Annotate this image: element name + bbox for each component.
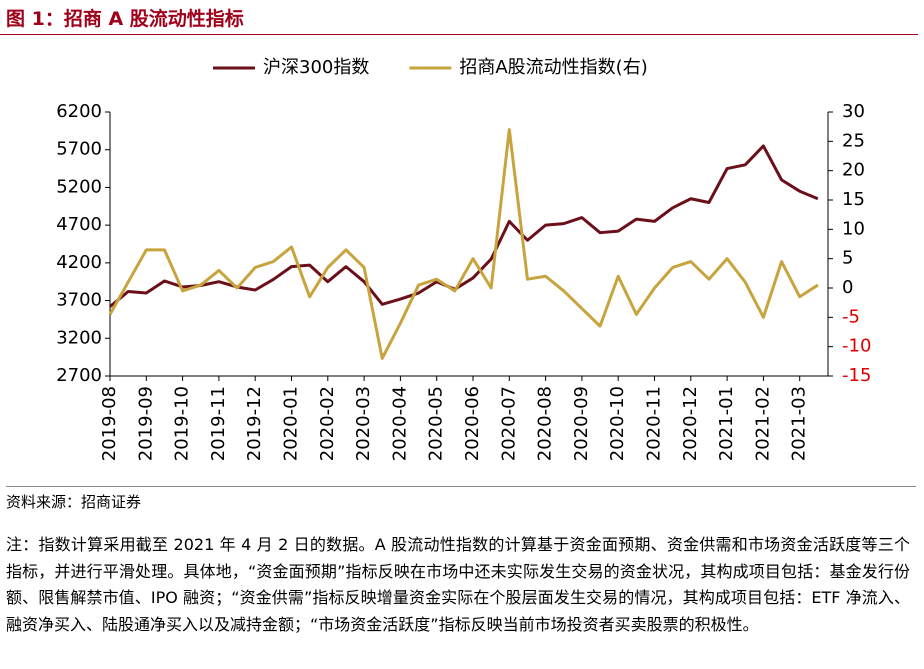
- x-tick-label: 2021-01: [716, 386, 737, 461]
- x-tick-label: 2021-03: [789, 386, 810, 461]
- y2-tick-label: -5: [842, 306, 860, 327]
- y-tick-label: 3200: [56, 327, 102, 348]
- y-tick-label: 6200: [56, 101, 102, 122]
- y-tick-label: 5200: [56, 176, 102, 197]
- y2-tick-label: 20: [842, 160, 865, 181]
- note: 注：指数计算采用截至 2021 年 4 月 2 日的数据。A 股流动性指数的计算…: [6, 535, 910, 634]
- x-tick-label: 2019-10: [172, 386, 193, 461]
- x-tick-label: 2020-06: [462, 386, 483, 461]
- y2-tick-label: 30: [842, 101, 865, 122]
- x-tick-label: 2019-12: [244, 386, 265, 461]
- x-tick-label: 2020-10: [607, 386, 628, 461]
- y-tick-label: 4200: [56, 252, 102, 273]
- y2-tick-label: -10: [842, 336, 871, 357]
- legend-label: 沪深300指数: [263, 57, 369, 78]
- y2-tick-label: -15: [842, 365, 871, 386]
- x-tick-label: 2020-12: [680, 386, 701, 461]
- y-tick-label: 2700: [56, 365, 102, 386]
- x-tick-label: 2020-05: [426, 386, 447, 461]
- chart: 27003200370042004700520057006200-15-10-5…: [56, 57, 871, 461]
- series-line: [108, 128, 819, 360]
- series-line: [109, 144, 819, 308]
- x-tick-label: 2020-02: [317, 386, 338, 461]
- title-rule: [0, 34, 918, 35]
- x-tick-label: 2020-07: [498, 386, 519, 461]
- figure-title: 图 1：招商 A 股流动性指标: [6, 8, 244, 30]
- x-tick-label: 2019-08: [99, 386, 120, 461]
- legend-label: 招商A股流动性指数(右): [459, 57, 647, 78]
- y2-tick-label: 10: [842, 218, 865, 239]
- x-tick-label: 2020-08: [535, 386, 556, 461]
- y-tick-label: 3700: [56, 290, 102, 311]
- y2-tick-label: 25: [842, 130, 865, 151]
- y2-tick-label: 0: [842, 277, 853, 298]
- x-tick-label: 2020-09: [571, 386, 592, 461]
- y-tick-label: 4700: [56, 214, 102, 235]
- x-tick-label: 2021-02: [752, 386, 773, 461]
- x-tick-label: 2020-04: [389, 386, 410, 461]
- x-tick-label: 2020-01: [281, 386, 302, 461]
- x-tick-label: 2019-11: [208, 386, 229, 461]
- y2-tick-label: 5: [842, 248, 853, 269]
- x-tick-label: 2019-09: [135, 386, 156, 461]
- x-tick-label: 2020-03: [353, 386, 374, 461]
- y2-tick-label: 15: [842, 189, 865, 210]
- y-tick-label: 5700: [56, 139, 102, 160]
- source: 资料来源：招商证券: [6, 486, 916, 512]
- x-tick-label: 2020-11: [644, 386, 665, 461]
